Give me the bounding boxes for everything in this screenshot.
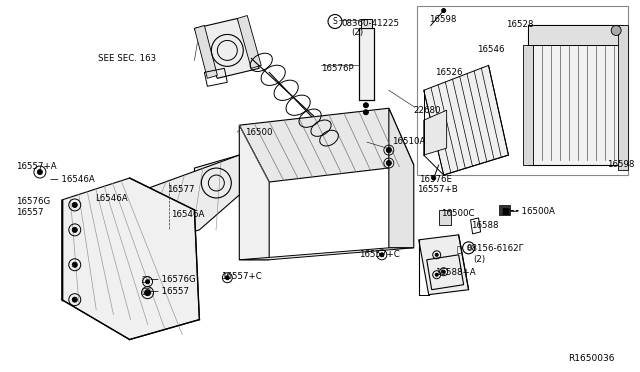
Text: — 16546A: — 16546A xyxy=(50,175,95,184)
Circle shape xyxy=(37,170,42,174)
Text: □— 16576G: □— 16576G xyxy=(141,275,195,284)
Text: Ⓑ: Ⓑ xyxy=(456,246,461,255)
Text: R1650036: R1650036 xyxy=(568,355,615,363)
Polygon shape xyxy=(361,19,372,29)
Text: (2): (2) xyxy=(351,29,363,38)
Text: 16576E: 16576E xyxy=(419,175,452,184)
Text: □— 16557: □— 16557 xyxy=(141,287,189,296)
Polygon shape xyxy=(529,25,623,45)
Text: L6546A: L6546A xyxy=(95,194,127,203)
Polygon shape xyxy=(438,210,451,225)
Text: 22680: 22680 xyxy=(414,106,441,115)
Text: 08360-41225: 08360-41225 xyxy=(341,19,399,28)
Text: 16598: 16598 xyxy=(607,160,635,169)
Polygon shape xyxy=(239,125,269,260)
Circle shape xyxy=(364,110,369,115)
Polygon shape xyxy=(195,19,259,78)
Text: 16528: 16528 xyxy=(506,20,534,29)
Text: 16546A: 16546A xyxy=(172,210,205,219)
Text: 16577: 16577 xyxy=(168,185,195,194)
Circle shape xyxy=(72,262,77,267)
Circle shape xyxy=(442,9,445,13)
Text: 16588: 16588 xyxy=(470,221,498,230)
Circle shape xyxy=(435,273,438,276)
Circle shape xyxy=(387,148,391,153)
Text: S: S xyxy=(333,17,337,26)
Text: 16557: 16557 xyxy=(16,208,44,217)
Text: 16557+C: 16557+C xyxy=(359,250,399,259)
Circle shape xyxy=(72,297,77,302)
Circle shape xyxy=(72,227,77,232)
Circle shape xyxy=(432,176,436,180)
Text: 16546: 16546 xyxy=(477,45,504,54)
Circle shape xyxy=(225,276,229,280)
Text: ■— 16500A: ■— 16500A xyxy=(502,207,554,216)
Circle shape xyxy=(611,25,621,35)
Polygon shape xyxy=(499,205,511,215)
Polygon shape xyxy=(62,178,200,340)
Polygon shape xyxy=(359,29,374,100)
Text: 16576P: 16576P xyxy=(321,64,354,73)
Polygon shape xyxy=(100,155,239,250)
Text: 16510A: 16510A xyxy=(392,137,425,146)
Circle shape xyxy=(380,253,384,257)
Polygon shape xyxy=(529,25,623,165)
Polygon shape xyxy=(524,45,533,165)
Text: 16588+A: 16588+A xyxy=(435,268,476,277)
Polygon shape xyxy=(419,235,468,295)
Text: 16557+C: 16557+C xyxy=(221,272,262,281)
Text: 16526: 16526 xyxy=(435,68,462,77)
Polygon shape xyxy=(239,108,414,182)
Circle shape xyxy=(72,202,77,208)
Circle shape xyxy=(145,280,150,284)
Polygon shape xyxy=(239,248,414,260)
Circle shape xyxy=(145,290,150,296)
Polygon shape xyxy=(389,108,414,248)
Text: 16500: 16500 xyxy=(245,128,273,137)
Circle shape xyxy=(364,103,369,108)
Text: B: B xyxy=(466,245,471,251)
Polygon shape xyxy=(424,110,447,155)
Text: (2): (2) xyxy=(474,255,486,264)
Text: 16500C: 16500C xyxy=(441,209,474,218)
Text: 16576G: 16576G xyxy=(16,197,50,206)
Polygon shape xyxy=(195,155,239,208)
Polygon shape xyxy=(424,65,509,175)
Text: 08156-6162Γ: 08156-6162Γ xyxy=(467,244,524,253)
Text: SEE SEC. 163: SEE SEC. 163 xyxy=(98,54,156,63)
Text: 16557+B: 16557+B xyxy=(417,185,458,194)
Polygon shape xyxy=(195,25,218,78)
Circle shape xyxy=(442,270,445,273)
Polygon shape xyxy=(618,25,628,170)
Circle shape xyxy=(387,161,391,166)
Circle shape xyxy=(435,253,438,256)
Polygon shape xyxy=(237,16,261,68)
Text: 16598: 16598 xyxy=(429,15,456,23)
Text: 16557+A: 16557+A xyxy=(16,162,56,171)
